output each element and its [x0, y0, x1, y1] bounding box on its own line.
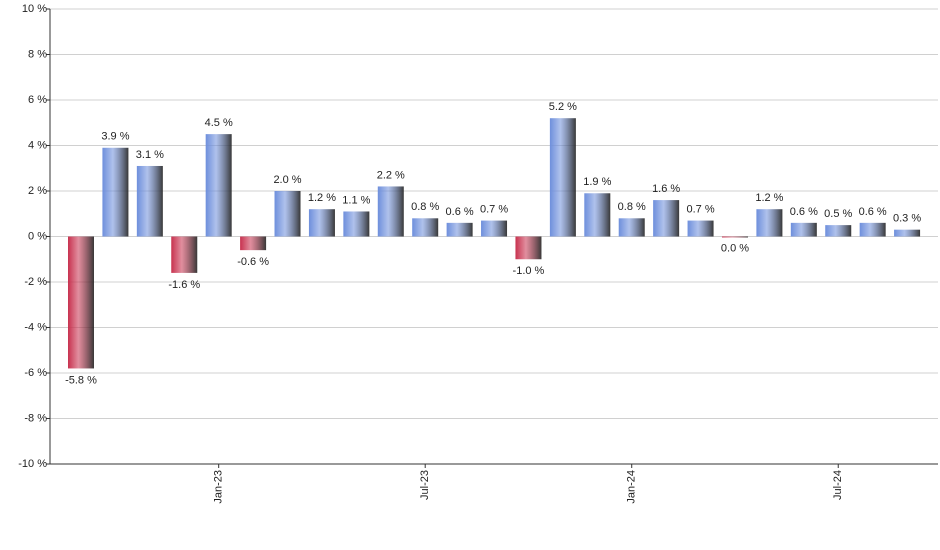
- data-label: 3.1 %: [136, 149, 164, 161]
- data-label: 0.5 %: [824, 208, 852, 220]
- data-label: 0.0 %: [721, 242, 749, 254]
- bar: [825, 225, 852, 237]
- y-tick-label: 2 %: [28, 185, 47, 197]
- data-label: -5.8 %: [65, 374, 97, 386]
- data-label: 0.3 %: [893, 213, 921, 225]
- y-tick-label: 10 %: [22, 3, 47, 15]
- y-tick-label: -4 %: [24, 321, 47, 333]
- bar: [549, 118, 576, 237]
- bar: [515, 236, 542, 260]
- bar: [205, 134, 232, 237]
- data-label: 0.6 %: [790, 206, 818, 218]
- y-tick-label: 0 %: [28, 230, 47, 242]
- bar: [102, 147, 129, 237]
- data-label: 1.6 %: [652, 183, 680, 195]
- data-label: 1.1 %: [342, 194, 370, 206]
- x-tick-label: Jul-24: [832, 470, 844, 500]
- data-label: -1.0 %: [513, 265, 545, 277]
- bar: [274, 191, 301, 237]
- bar: [894, 229, 921, 237]
- data-label: 0.6 %: [859, 206, 887, 218]
- y-tick-label: -8 %: [24, 412, 47, 424]
- data-label: 0.7 %: [686, 203, 714, 215]
- bar: [171, 236, 198, 273]
- bar: [412, 218, 439, 237]
- bar: [377, 186, 404, 237]
- data-label: 4.5 %: [205, 117, 233, 129]
- data-label: 0.8 %: [618, 201, 646, 213]
- y-tick-label: 8 %: [28, 48, 47, 60]
- bar: [790, 222, 817, 237]
- bar: [584, 193, 611, 237]
- data-label: 0.7 %: [480, 203, 508, 215]
- data-label: 2.0 %: [273, 174, 301, 186]
- bar: [308, 209, 335, 237]
- bar: [481, 220, 508, 237]
- bar: [343, 211, 370, 237]
- y-tick-label: -2 %: [24, 276, 47, 288]
- bar: [859, 222, 886, 237]
- data-label: 1.2 %: [755, 192, 783, 204]
- data-label: 3.9 %: [101, 131, 129, 143]
- y-tick-label: 4 %: [28, 139, 47, 151]
- bar: [136, 165, 163, 237]
- y-tick-label: -10 %: [18, 458, 47, 470]
- y-tick-label: -6 %: [24, 367, 47, 379]
- data-label: 5.2 %: [549, 101, 577, 113]
- bar: [756, 209, 783, 237]
- y-tick-label: 6 %: [28, 94, 47, 106]
- data-label: -1.6 %: [168, 279, 200, 291]
- bar: [687, 220, 714, 237]
- data-label: 1.9 %: [583, 176, 611, 188]
- bar: [240, 236, 267, 251]
- data-label: 0.6 %: [446, 206, 474, 218]
- bar: [653, 200, 680, 237]
- x-tick-label: Jul-23: [419, 470, 431, 500]
- data-label: 0.8 %: [411, 201, 439, 213]
- bar: [68, 236, 94, 369]
- x-tick-label: Jan-23: [213, 470, 225, 504]
- bar: [618, 218, 645, 237]
- data-label: 2.2 %: [377, 169, 405, 181]
- bar: [446, 222, 473, 237]
- data-label: 1.2 %: [308, 192, 336, 204]
- data-label: -0.6 %: [237, 256, 269, 268]
- bar: [721, 236, 748, 238]
- x-tick-label: Jan-24: [626, 470, 638, 504]
